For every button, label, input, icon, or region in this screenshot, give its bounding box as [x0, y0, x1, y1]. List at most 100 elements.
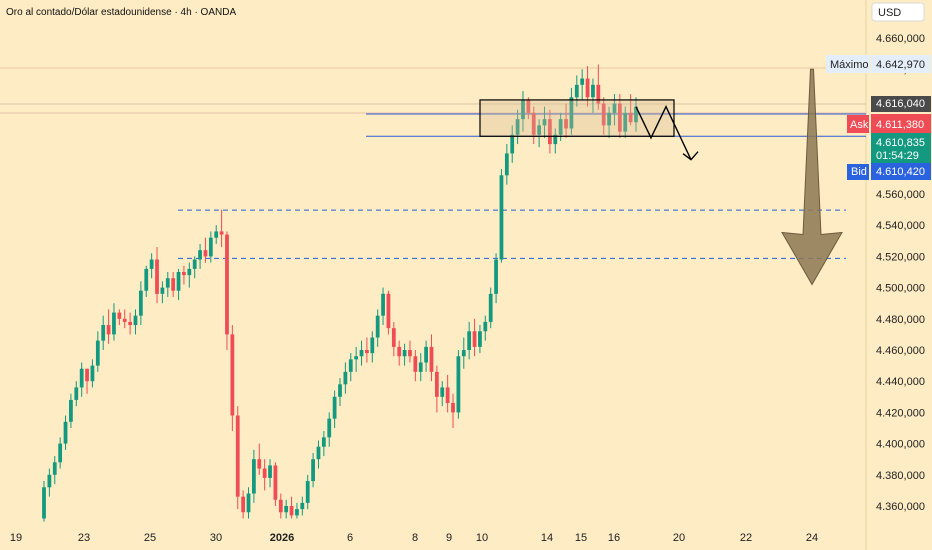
- candle[interactable]: [623, 106, 628, 138]
- candle[interactable]: [375, 309, 380, 347]
- candle[interactable]: [235, 406, 240, 510]
- candle[interactable]: [472, 318, 477, 357]
- big-down-arrow[interactable]: [781, 68, 843, 286]
- candle[interactable]: [537, 119, 542, 148]
- candle[interactable]: [548, 109, 552, 154]
- candle[interactable]: [316, 440, 321, 469]
- candle[interactable]: [499, 169, 504, 263]
- candle[interactable]: [198, 243, 202, 269]
- candle[interactable]: [365, 337, 369, 363]
- candle[interactable]: [381, 287, 385, 326]
- candle[interactable]: [268, 459, 272, 488]
- candle[interactable]: [397, 340, 402, 366]
- candle[interactable]: [42, 481, 46, 522]
- candle[interactable]: [85, 368, 89, 394]
- candle[interactable]: [203, 237, 208, 263]
- candle[interactable]: [176, 268, 181, 301]
- candle[interactable]: [241, 490, 246, 519]
- candle[interactable]: [117, 309, 122, 326]
- candle[interactable]: [488, 287, 493, 329]
- candle[interactable]: [413, 350, 418, 382]
- candle[interactable]: [451, 393, 455, 428]
- candle[interactable]: [542, 106, 547, 138]
- consolidation-box[interactable]: [479, 99, 675, 137]
- candle[interactable]: [456, 350, 461, 419]
- candle[interactable]: [531, 106, 536, 145]
- candle[interactable]: [112, 303, 116, 341]
- candle[interactable]: [596, 64, 601, 110]
- candle[interactable]: [295, 502, 299, 519]
- candle[interactable]: [219, 209, 224, 248]
- candle[interactable]: [257, 443, 262, 475]
- candle[interactable]: [165, 272, 170, 297]
- candle[interactable]: [95, 331, 100, 372]
- candle[interactable]: [526, 97, 531, 120]
- candle[interactable]: [58, 437, 63, 469]
- candle[interactable]: [483, 315, 488, 341]
- candle[interactable]: [504, 144, 509, 185]
- candle[interactable]: [133, 309, 138, 335]
- candle[interactable]: [90, 359, 95, 388]
- candle[interactable]: [564, 103, 568, 138]
- candle[interactable]: [343, 362, 348, 394]
- candle[interactable]: [278, 493, 283, 519]
- candle[interactable]: [402, 343, 407, 366]
- candle[interactable]: [101, 315, 106, 350]
- candle[interactable]: [311, 452, 315, 488]
- candle[interactable]: [440, 381, 445, 407]
- candle[interactable]: [429, 334, 434, 382]
- candle[interactable]: [284, 499, 289, 519]
- candle[interactable]: [359, 340, 364, 366]
- candle[interactable]: [47, 468, 52, 497]
- candle[interactable]: [138, 281, 143, 326]
- candle[interactable]: [208, 231, 213, 263]
- candle[interactable]: [521, 91, 525, 132]
- candle[interactable]: [607, 106, 611, 138]
- candle[interactable]: [580, 69, 585, 101]
- candle[interactable]: [144, 265, 149, 297]
- candle[interactable]: [424, 340, 428, 372]
- candle[interactable]: [478, 325, 482, 354]
- candle[interactable]: [128, 312, 132, 335]
- candle[interactable]: [155, 247, 159, 304]
- candle[interactable]: [354, 346, 359, 372]
- candle[interactable]: [273, 462, 278, 506]
- candle[interactable]: [225, 231, 229, 350]
- bid-value-tag[interactable]: 4.610,420: [871, 163, 931, 180]
- candle[interactable]: [386, 290, 391, 335]
- candle[interactable]: [553, 128, 558, 154]
- bid-label-tag[interactable]: Bid: [847, 164, 869, 180]
- candle[interactable]: [338, 378, 342, 407]
- candle[interactable]: [192, 256, 197, 279]
- currency-button[interactable]: [871, 2, 925, 22]
- candle[interactable]: [569, 87, 574, 135]
- candle[interactable]: [445, 374, 450, 413]
- candle[interactable]: [494, 253, 498, 304]
- candle[interactable]: [332, 390, 337, 428]
- candle[interactable]: [601, 97, 606, 135]
- candle[interactable]: [467, 321, 472, 360]
- candle[interactable]: [69, 393, 73, 428]
- candle[interactable]: [617, 94, 622, 138]
- zigzag-path[interactable]: [635, 105, 692, 160]
- candle[interactable]: [149, 253, 154, 279]
- candle[interactable]: [634, 97, 638, 132]
- candle[interactable]: [160, 281, 165, 304]
- candle[interactable]: [348, 353, 353, 382]
- maximo-value-tag[interactable]: 4.642,970: [871, 55, 931, 73]
- candle[interactable]: [79, 362, 84, 397]
- candle[interactable]: [391, 321, 396, 357]
- candle[interactable]: [300, 496, 305, 516]
- candle[interactable]: [171, 272, 176, 297]
- candle[interactable]: [252, 449, 256, 503]
- candle[interactable]: [289, 496, 294, 519]
- candle[interactable]: [574, 75, 579, 107]
- candle[interactable]: [418, 353, 423, 382]
- candle[interactable]: [246, 487, 251, 519]
- candle[interactable]: [230, 325, 235, 432]
- candle[interactable]: [321, 431, 326, 457]
- candle[interactable]: [63, 415, 68, 450]
- maximo-label-tag[interactable]: Máximo: [826, 55, 870, 73]
